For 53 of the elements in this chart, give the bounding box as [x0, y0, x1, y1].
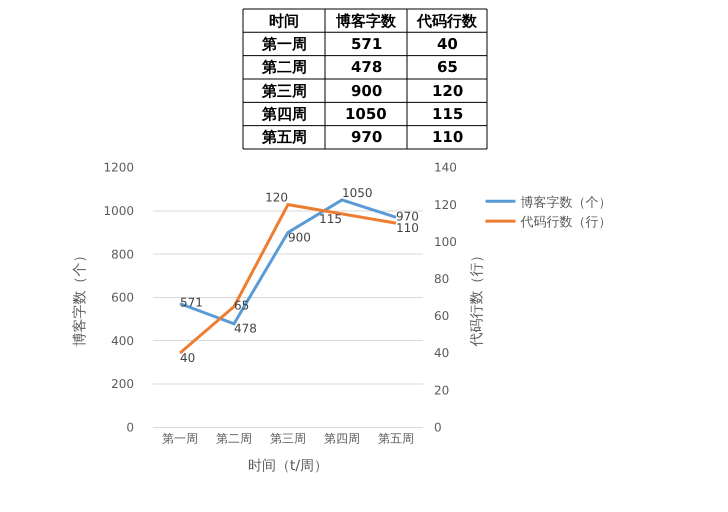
data-label: 115 — [319, 212, 342, 226]
data-label: 571 — [351, 35, 382, 53]
data-label: 1050 — [345, 105, 387, 123]
data-label: 478 — [351, 58, 382, 76]
y2-tick-label: 100 — [434, 234, 457, 249]
data-label: 110 — [396, 221, 419, 236]
y-axis-title: 博客字数（个） — [72, 248, 88, 346]
text: 代码行数 — [416, 12, 478, 30]
y-tick-label: 1000 — [103, 204, 134, 218]
category-label: 第二周 — [261, 58, 307, 76]
legend-label: 代码行数（行） — [519, 215, 612, 230]
text: 博客字数 — [335, 12, 397, 30]
y2-tick-label: 20 — [434, 383, 450, 398]
y-tick-label: 1200 — [103, 160, 134, 175]
data-label: 115 — [432, 105, 464, 123]
category-label: 第四周 — [261, 105, 307, 123]
y-tick-label: 600 — [111, 290, 134, 305]
data-label: 900 — [288, 230, 311, 244]
y-tick-label: 200 — [111, 377, 134, 392]
data-label: 110 — [432, 128, 464, 146]
y2-tick-label: 60 — [434, 309, 450, 324]
line-series — [178, 203, 398, 354]
data-label: 571 — [180, 296, 203, 310]
x-tick-label: 第一周 — [162, 432, 198, 446]
y2-tick-label: 120 — [434, 198, 457, 212]
x-tick-label: 第二周 — [216, 432, 252, 446]
y2-tick-label: 140 — [434, 160, 457, 175]
data-label: 65 — [437, 58, 458, 76]
data-label: 478 — [234, 322, 257, 336]
data-label: 900 — [351, 82, 382, 100]
data-label: 970 — [396, 209, 419, 224]
data-label: 40 — [437, 35, 458, 53]
y-tick-label: 0 — [126, 420, 134, 434]
data-label: 1050 — [342, 186, 373, 200]
data-label: 40 — [180, 350, 196, 365]
x-tick-label: 第三周 — [270, 432, 306, 446]
x-tick-label: 第五周 — [378, 432, 414, 446]
y2-tick-label: 80 — [434, 272, 450, 286]
x-tick-label: 第四周 — [324, 432, 360, 446]
category-label: 第一周 — [261, 35, 307, 53]
data-label: 970 — [351, 128, 382, 146]
x-axis-title: 时间（t/周） — [248, 458, 328, 474]
category-label: 第三周 — [261, 82, 307, 100]
y2-tick-label: 0 — [434, 420, 442, 434]
y-tick-label: 400 — [111, 334, 134, 348]
y-tick-label: 800 — [111, 247, 134, 262]
data-label: 120 — [265, 190, 288, 205]
y2-tick-label: 40 — [434, 346, 450, 360]
data-label: 120 — [432, 82, 464, 100]
legend-label: 博客字数（个） — [520, 194, 612, 210]
category-label: 第五周 — [261, 128, 307, 146]
text: 时间 — [269, 12, 299, 30]
y2-axis-title: 代码行数（行） — [469, 248, 486, 348]
